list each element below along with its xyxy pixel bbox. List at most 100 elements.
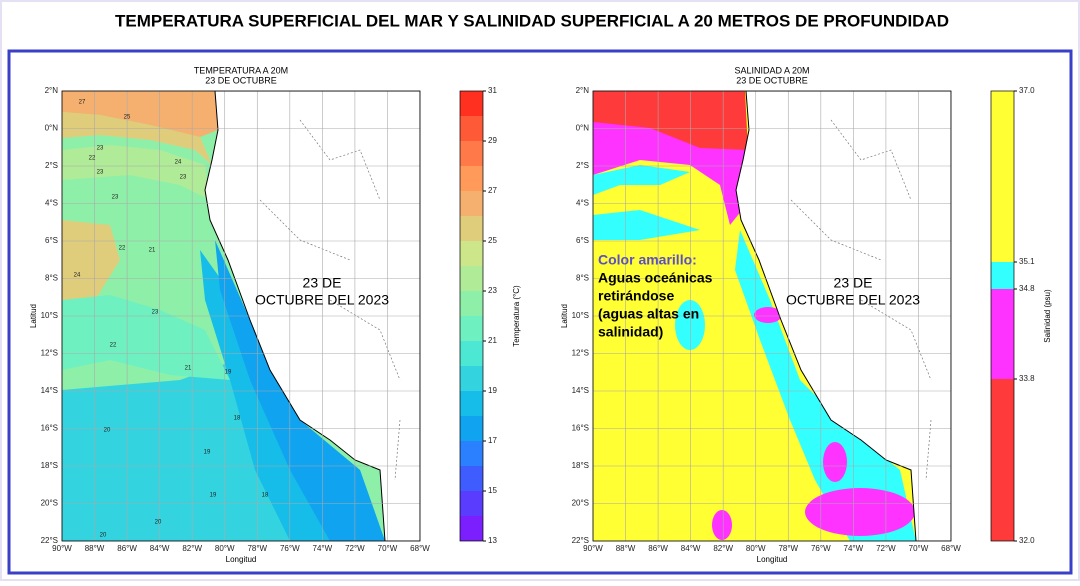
plot-frame: [592, 90, 952, 542]
y-axis-label: Latitud: [560, 304, 569, 328]
colorbar-label: Temperatura (°C): [512, 285, 521, 347]
colorbar-band: [460, 266, 483, 291]
y-tick-label: 4°S: [45, 199, 58, 208]
contour-label: 23: [112, 195, 119, 201]
colorbar-band: [460, 341, 483, 366]
contour-label: 21: [149, 248, 156, 254]
colorbar-tick-label: 35.1: [1019, 257, 1035, 266]
y-tick-label: 2°N: [576, 86, 590, 95]
colorbar-tick-label: 21: [488, 336, 497, 345]
contour-label: 22: [89, 156, 96, 162]
colorbar-band: [460, 316, 483, 341]
contour-label: 24: [74, 273, 81, 279]
plot-frame: [61, 90, 421, 542]
colorbar-band: [991, 379, 1014, 541]
y-tick-label: 2°N: [45, 86, 59, 95]
colorbar-band: [460, 516, 483, 541]
y-tick-label: 10°S: [41, 311, 58, 320]
colorbar-band: [991, 289, 1014, 379]
note: (aguas altas en: [598, 306, 699, 322]
x-axis-label: Longitud: [226, 555, 257, 564]
x-tick-label: 78°W: [778, 544, 798, 553]
contour-label: 19: [210, 493, 217, 499]
y-tick-label: 20°S: [41, 499, 58, 508]
contour-label: 22: [110, 343, 117, 349]
colorbar-tick-label: 13: [488, 536, 497, 545]
y-tick-label: 4°S: [576, 199, 589, 208]
y-tick-label: 22°S: [572, 536, 589, 545]
x-axis-label: Longitud: [757, 555, 788, 564]
colorbar-band: [460, 191, 483, 216]
y-tick-label: 8°S: [45, 274, 58, 283]
colorbar-band: [460, 166, 483, 191]
colorbar-tick-label: 32.0: [1019, 536, 1035, 545]
contour-label: 20: [155, 520, 162, 526]
y-tick-label: 14°S: [41, 386, 58, 395]
x-tick-label: 82°W: [713, 544, 733, 553]
colorbar-tick-label: 23: [488, 286, 497, 295]
colorbar-band: [460, 91, 483, 116]
x-tick-label: 80°W: [215, 544, 235, 553]
y-tick-label: 8°S: [576, 274, 589, 283]
colorbar-tick-label: 31: [488, 86, 497, 95]
colorbar-tick-label: 33.8: [1019, 374, 1035, 383]
main-title: TEMPERATURA SUPERFICIAL DEL MAR Y SALINI…: [115, 11, 949, 30]
colorbar-band: [460, 116, 483, 141]
y-tick-label: 2°S: [576, 161, 589, 170]
note: Aguas oceánicas: [598, 270, 713, 286]
y-tick-label: 16°S: [41, 424, 58, 433]
contour-label: 18: [262, 493, 269, 499]
x-tick-label: 86°W: [117, 544, 137, 553]
x-tick-label: 68°W: [410, 544, 430, 553]
y-tick-label: 16°S: [572, 424, 589, 433]
x-tick-label: 82°W: [182, 544, 202, 553]
colorbar-band: [460, 241, 483, 266]
note: Color amarillo:: [598, 252, 697, 268]
x-tick-label: 88°W: [85, 544, 105, 553]
x-tick-label: 74°W: [844, 544, 864, 553]
y-tick-label: 14°S: [572, 386, 589, 395]
x-tick-label: 80°W: [746, 544, 766, 553]
contour-label: 23: [97, 170, 104, 176]
y-tick-label: 10°S: [572, 311, 589, 320]
x-tick-label: 78°W: [247, 544, 267, 553]
date-annotation: OCTUBRE DEL 2023: [786, 292, 920, 308]
y-tick-label: 6°S: [45, 236, 58, 245]
colorbar-tick-label: 25: [488, 236, 497, 245]
contour-label: 23: [97, 146, 104, 152]
y-tick-label: 0°N: [576, 124, 590, 133]
panel-title: SALINIDAD A 20M: [734, 65, 809, 75]
date-annotation: 23 DE: [834, 275, 873, 291]
colorbar-tick-label: 27: [488, 186, 497, 195]
colorbar-tick-label: 37.0: [1019, 86, 1035, 95]
y-tick-label: 12°S: [572, 349, 589, 358]
x-tick-label: 76°W: [811, 544, 831, 553]
colorbar-band: [460, 216, 483, 241]
contour-label: 22: [119, 246, 126, 252]
contour-label: 27: [79, 100, 86, 106]
colorbar-tick-label: 19: [488, 386, 497, 395]
contour-label: 21: [185, 366, 192, 372]
x-tick-label: 74°W: [313, 544, 333, 553]
colorbar-band: [460, 391, 483, 416]
x-tick-label: 90°W: [52, 544, 72, 553]
note: salinidad): [598, 324, 663, 340]
colorbar-frame: [459, 90, 484, 542]
contour-label: 19: [204, 450, 211, 456]
x-tick-label: 70°W: [909, 544, 929, 553]
colorbar-band: [460, 141, 483, 166]
colorbar-band: [460, 366, 483, 391]
colorbar-band: [460, 491, 483, 516]
x-tick-label: 88°W: [616, 544, 636, 553]
colorbar-band: [460, 291, 483, 316]
colorbar-frame: [990, 90, 1015, 542]
x-tick-label: 70°W: [378, 544, 398, 553]
x-tick-label: 86°W: [648, 544, 668, 553]
contour-label: 24: [175, 160, 182, 166]
y-tick-label: 22°S: [41, 536, 58, 545]
colorbar-band: [460, 466, 483, 491]
contour-label: 20: [100, 533, 107, 539]
contour-label: 23: [180, 175, 187, 181]
y-tick-label: 18°S: [41, 461, 58, 470]
